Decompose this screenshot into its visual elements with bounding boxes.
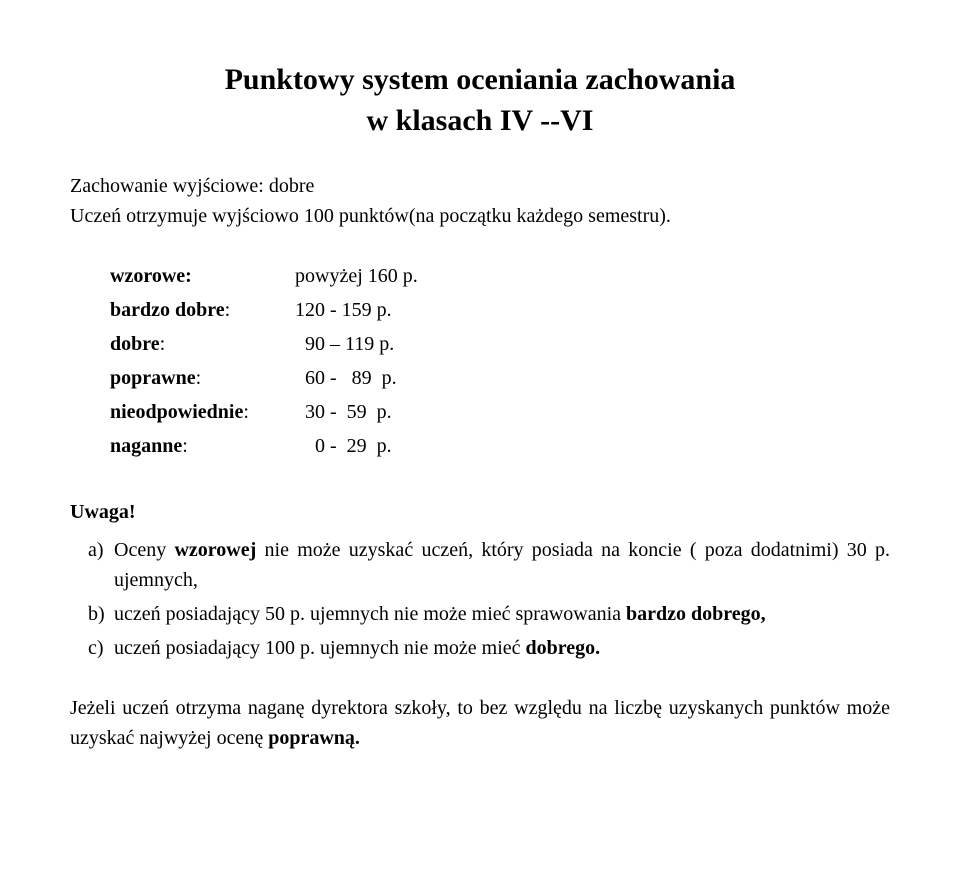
grades-block: wzorowe: powyżej 160 p. bardzo dobre: 12… bbox=[110, 261, 890, 461]
grade-bardzo-dobre-colon: : bbox=[225, 299, 231, 321]
list-item-a: a) Oceny wzorowej nie może uzyskać uczeń… bbox=[70, 535, 890, 595]
grade-naganne-label: naganne bbox=[110, 435, 182, 457]
page-title: Punktowy system oceniania zachowania w k… bbox=[70, 60, 890, 141]
intro-block: Zachowanie wyjściowe: dobre Uczeń otrzym… bbox=[70, 171, 890, 231]
grade-bardzo-dobre-value: 120 - 159 p. bbox=[275, 295, 392, 325]
grade-dobre-value: 90 – 119 p. bbox=[275, 329, 394, 359]
title-line-2: w klasach IV --VI bbox=[367, 104, 594, 137]
closing-pre: Jeżeli uczeń otrzyma naganę dyrektora sz… bbox=[70, 697, 890, 749]
list-text-a: Oceny wzorowej nie może uzyskać uczeń, k… bbox=[114, 535, 890, 595]
marker-b: b) bbox=[70, 599, 114, 629]
grade-poprawne-label: poprawne bbox=[110, 367, 196, 389]
grade-poprawne-colon: : bbox=[196, 367, 202, 389]
grade-wzorowe-label: wzorowe: bbox=[110, 265, 192, 287]
grade-dobre-colon: : bbox=[160, 333, 166, 355]
grade-poprawne: poprawne: 60 - 89 p. bbox=[110, 363, 890, 393]
list-item-c: c) uczeń posiadający 100 p. ujemnych nie… bbox=[70, 633, 890, 663]
intro-line-1: Zachowanie wyjściowe: dobre bbox=[70, 171, 890, 201]
grade-nieodpowiednie-value: 30 - 59 p. bbox=[275, 397, 392, 427]
grade-nieodpowiednie-label: nieodpowiednie bbox=[110, 401, 243, 423]
closing-paragraph: Jeżeli uczeń otrzyma naganę dyrektora sz… bbox=[70, 693, 890, 753]
list-text-b: uczeń posiadający 50 p. ujemnych nie moż… bbox=[114, 599, 890, 629]
grade-naganne-colon: : bbox=[182, 435, 188, 457]
uwaga-heading: Uwaga! bbox=[70, 497, 890, 527]
grade-bardzo-dobre-label: bardzo dobre bbox=[110, 299, 225, 321]
list-text-c: uczeń posiadający 100 p. ujemnych nie mo… bbox=[114, 633, 890, 663]
grade-dobre-label: dobre bbox=[110, 333, 160, 355]
grade-dobre: dobre: 90 – 119 p. bbox=[110, 329, 890, 359]
grade-nieodpowiednie: nieodpowiednie: 30 - 59 p. bbox=[110, 397, 890, 427]
grade-poprawne-value: 60 - 89 p. bbox=[275, 363, 397, 393]
title-line-1: Punktowy system oceniania zachowania bbox=[225, 63, 736, 96]
grade-wzorowe: wzorowe: powyżej 160 p. bbox=[110, 261, 890, 291]
grade-bardzo-dobre: bardzo dobre: 120 - 159 p. bbox=[110, 295, 890, 325]
grade-naganne: naganne: 0 - 29 p. bbox=[110, 431, 890, 461]
marker-c: c) bbox=[70, 633, 114, 663]
grade-naganne-value: 0 - 29 p. bbox=[275, 431, 392, 461]
closing-bold: poprawną. bbox=[268, 727, 360, 749]
rules-list: a) Oceny wzorowej nie może uzyskać uczeń… bbox=[70, 535, 890, 663]
grade-wzorowe-value: powyżej 160 p. bbox=[275, 261, 418, 291]
list-item-b: b) uczeń posiadający 50 p. ujemnych nie … bbox=[70, 599, 890, 629]
intro-line-2: Uczeń otrzymuje wyjściowo 100 punktów(na… bbox=[70, 201, 890, 231]
marker-a: a) bbox=[70, 535, 114, 595]
grade-nieodpowiednie-colon: : bbox=[243, 401, 249, 423]
